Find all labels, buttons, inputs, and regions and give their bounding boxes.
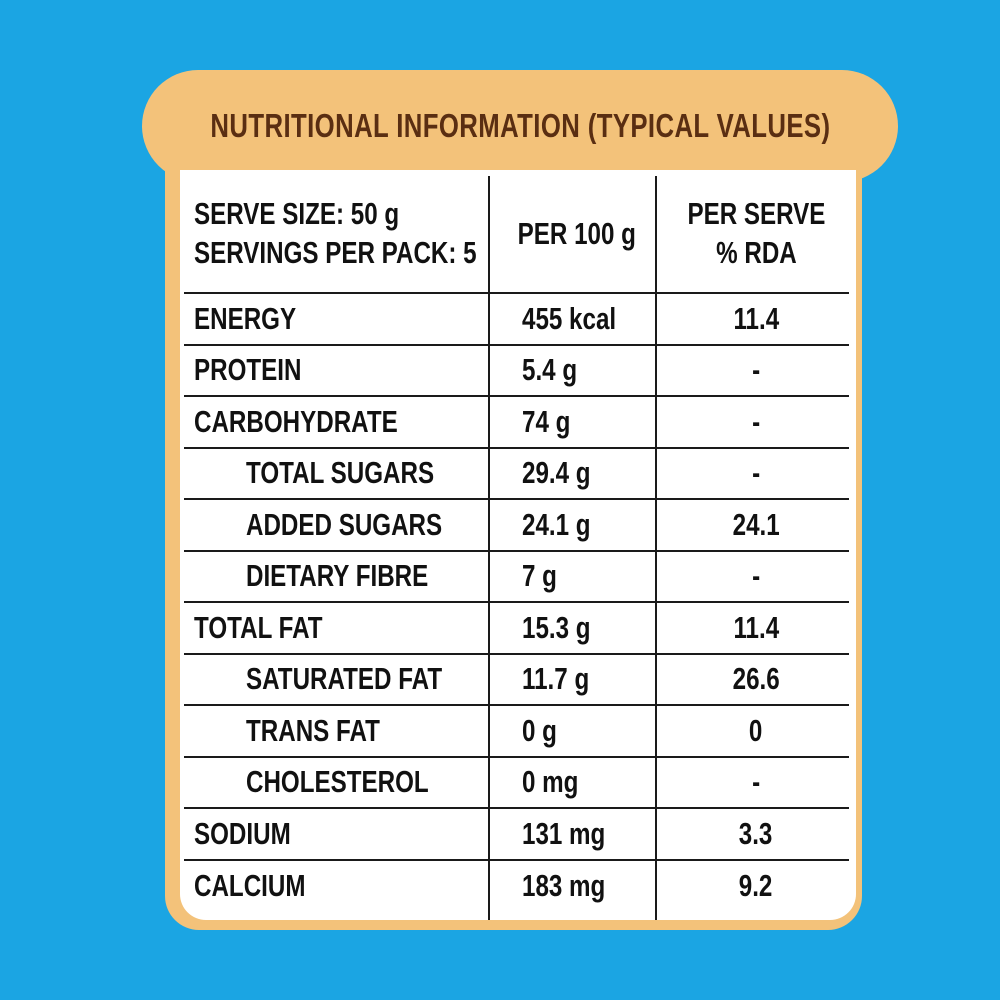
- per-100g-value: 131 mg: [522, 815, 606, 851]
- table-row: CALCIUM 183 mg 9.2: [184, 861, 849, 913]
- table-row: ENERGY 455 kcal 11.4: [184, 294, 849, 346]
- rda-value: -: [751, 764, 761, 800]
- page-title: NUTRITIONAL INFORMATION (TYPICAL VALUES): [210, 107, 831, 144]
- servings-label: SERVINGS PER PACK: 5: [194, 235, 477, 270]
- rda-value: -: [751, 558, 761, 594]
- table-row: SODIUM 131 mg 3.3: [184, 809, 849, 861]
- nutrient-name: TOTAL FAT: [194, 609, 323, 645]
- per-100g-header: PER 100 g: [517, 216, 637, 251]
- serving-info: SERVE SIZE: 50 g SERVINGS PER PACK: 5: [194, 176, 556, 292]
- rda-value: 11.4: [733, 300, 779, 336]
- nutrient-name: SODIUM: [194, 815, 291, 851]
- serve-size-label: SERVE SIZE: 50 g: [194, 196, 400, 232]
- per-serve-rda-header: PER SERVE % RDA: [687, 196, 825, 270]
- column-divider-1: [488, 176, 490, 920]
- table-row: CARBOHYDRATE 74 g -: [184, 397, 849, 449]
- rda-value: 9.2: [739, 868, 773, 904]
- per-100g-value: 0 g: [522, 712, 557, 748]
- nutrient-name: CARBOHYDRATE: [194, 403, 398, 439]
- nutrient-name: SATURATED FAT: [246, 661, 443, 697]
- nutrient-name: ENERGY: [194, 300, 297, 336]
- rda-value: 11.4: [733, 609, 779, 645]
- column-divider-2: [655, 176, 657, 920]
- table-row: TOTAL SUGARS 29.4 g -: [184, 449, 849, 500]
- rda-value: -: [751, 352, 761, 388]
- per-100g-value: 0 mg: [522, 764, 579, 800]
- table-row: CHOLESTEROL 0 mg -: [184, 758, 849, 809]
- table-header-row: SERVE SIZE: 50 g SERVINGS PER PACK: 5 PE…: [184, 176, 849, 294]
- title-banner: NUTRITIONAL INFORMATION (TYPICAL VALUES): [142, 70, 898, 182]
- nutrient-name: CALCIUM: [194, 868, 306, 904]
- table-row: ADDED SUGARS 24.1 g 24.1: [184, 500, 849, 552]
- table-row: SATURATED FAT 11.7 g 26.6: [184, 655, 849, 706]
- per-100g-value: 455 kcal: [522, 300, 617, 336]
- rda-value: 24.1: [732, 506, 780, 542]
- per-100g-value: 183 mg: [522, 868, 606, 904]
- rda-value: 3.3: [739, 815, 773, 851]
- per-100g-value: 74 g: [522, 403, 571, 439]
- table-row: TRANS FAT 0 g 0: [184, 706, 849, 758]
- nutrient-name: PROTEIN: [194, 352, 302, 388]
- per-100g-value: 11.7 g: [522, 661, 590, 697]
- per-100g-value: 15.3 g: [522, 609, 591, 645]
- rda-value: 0: [749, 712, 763, 748]
- nutrient-name: DIETARY FIBRE: [246, 558, 429, 594]
- per-100g-value: 29.4 g: [522, 455, 591, 491]
- nutrient-name: TRANS FAT: [246, 712, 380, 748]
- table-row: DIETARY FIBRE 7 g -: [184, 552, 849, 603]
- rda-value: 26.6: [732, 661, 780, 697]
- per-100g-value: 7 g: [522, 558, 557, 594]
- per-100g-value: 5.4 g: [522, 352, 578, 388]
- per-100g-value: 24.1 g: [522, 506, 591, 542]
- rda-value: -: [751, 455, 761, 491]
- nutrition-table: SERVE SIZE: 50 g SERVINGS PER PACK: 5 PE…: [180, 170, 856, 920]
- table-row: TOTAL FAT 15.3 g 11.4: [184, 603, 849, 655]
- rda-value: -: [751, 403, 761, 439]
- nutrient-name: TOTAL SUGARS: [246, 455, 435, 491]
- nutrient-name: ADDED SUGARS: [246, 506, 443, 542]
- nutrient-name: CHOLESTEROL: [246, 764, 429, 800]
- table-row: PROTEIN 5.4 g -: [184, 346, 849, 397]
